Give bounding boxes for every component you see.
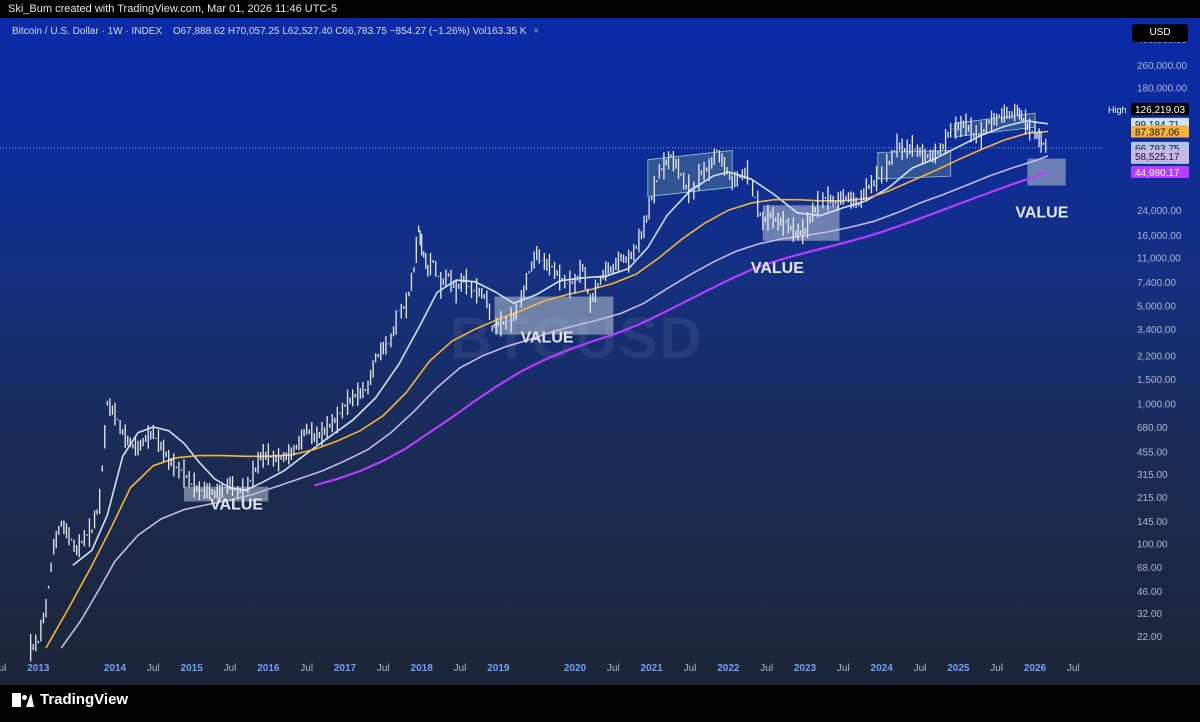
value-zone-label: VALUE bbox=[751, 260, 804, 277]
x-axis-tick-label: Jul bbox=[990, 663, 1003, 674]
y-axis-tick-label: 22.00 bbox=[1137, 632, 1162, 643]
x-axis-tick-label: 2022 bbox=[717, 663, 740, 674]
symbol-label[interactable]: Bitcoin / U.S. Dollar · 1W · INDEX bbox=[12, 26, 163, 37]
price-label-tag: High bbox=[1108, 105, 1127, 115]
x-axis-tick-label: 2018 bbox=[411, 663, 434, 674]
price-label-value: 87,387.06 bbox=[1135, 128, 1180, 139]
byline: Ski_Bum created with TradingView.com, Ma… bbox=[8, 3, 338, 15]
moving-average-line bbox=[72, 120, 1049, 567]
x-axis-tick-label: 2026 bbox=[1024, 663, 1047, 674]
tradingview-logo-icon bbox=[12, 692, 34, 707]
y-axis-tick-label: 3,400.00 bbox=[1137, 325, 1176, 336]
x-axis-tick-label: Jul bbox=[837, 663, 850, 674]
x-axis-tick-label: 2023 bbox=[794, 663, 817, 674]
y-axis-tick-label: 68.00 bbox=[1137, 563, 1162, 574]
x-axis-tick-label: Jul bbox=[1067, 663, 1080, 674]
open-value: O67,888.62 bbox=[172, 26, 226, 37]
price-label-value: 66,783.75 bbox=[1135, 144, 1180, 155]
moving-average-line bbox=[60, 155, 1049, 649]
high-value: H70,057.25 bbox=[227, 26, 280, 37]
moving-average-line bbox=[45, 130, 1049, 649]
close-icon[interactable]: × bbox=[533, 26, 540, 37]
y-axis-tick-label: 145.00 bbox=[1137, 517, 1168, 528]
y-axis-tick-label: 455.00 bbox=[1137, 447, 1168, 458]
x-axis-tick-label: 2021 bbox=[641, 663, 664, 674]
y-axis-tick-label: 1,000.00 bbox=[1137, 400, 1176, 411]
x-axis-tick-label: Jul bbox=[607, 663, 620, 674]
chart-area[interactable]: BTCUSD VALUEVALUEVALUEVALUE400,000.00260… bbox=[0, 18, 1200, 685]
x-axis-tick-label: Jul bbox=[684, 663, 697, 674]
y-axis-tick-label: 100.00 bbox=[1137, 540, 1168, 551]
y-axis-tick-label: 32.00 bbox=[1137, 609, 1162, 620]
x-axis-tick-label: Jul bbox=[760, 663, 773, 674]
y-axis-tick-label: 24,000.00 bbox=[1137, 206, 1182, 217]
price-label-value: 44,980.17 bbox=[1135, 168, 1180, 179]
tradingview-logo[interactable]: TradingView bbox=[12, 691, 128, 708]
value-zone-label: VALUE bbox=[210, 496, 263, 513]
value-zone-label: VALUE bbox=[1015, 204, 1068, 221]
byline-bar: Ski_Bum created with TradingView.com, Ma… bbox=[0, 0, 1200, 18]
x-axis-tick-label: 2019 bbox=[487, 663, 510, 674]
price-label-box bbox=[1131, 149, 1189, 162]
y-axis-tick-label: 1,500.00 bbox=[1137, 375, 1176, 386]
y-axis-tick-label: 7,400.00 bbox=[1137, 278, 1176, 289]
x-axis-tick-label: 2013 bbox=[27, 663, 50, 674]
change-value: −854.27 (−1.26%) bbox=[389, 26, 470, 37]
y-axis-tick-label: 215.00 bbox=[1137, 493, 1168, 504]
y-axis-tick-label: 2,200.00 bbox=[1137, 352, 1176, 363]
x-axis-tick-label: 2014 bbox=[104, 663, 127, 674]
brand-name: TradingView bbox=[40, 691, 129, 708]
y-axis-tick-label: 16,000.00 bbox=[1137, 231, 1182, 242]
x-axis-tick-label: 2015 bbox=[181, 663, 204, 674]
moving-average-line bbox=[313, 170, 1049, 487]
price-label-value: 58,525.17 bbox=[1135, 152, 1180, 163]
x-axis-tick-label: 2016 bbox=[257, 663, 280, 674]
y-axis-tick-label: 260,000.00 bbox=[1137, 61, 1187, 72]
x-axis-tick-label: 2025 bbox=[947, 663, 970, 674]
y-axis-tick-label: 5,000.00 bbox=[1137, 302, 1176, 313]
low-value: L62,527.40 bbox=[282, 26, 333, 37]
chart-legend: Bitcoin / U.S. Dollar · 1W · INDEX O67,8… bbox=[12, 26, 539, 37]
x-axis-tick-label: Jul bbox=[300, 663, 313, 674]
x-axis-tick-label: 2020 bbox=[564, 663, 587, 674]
value-zone-box bbox=[762, 205, 840, 241]
value-zone-label: VALUE bbox=[521, 330, 574, 347]
y-axis-tick-label: 11,000.00 bbox=[1137, 254, 1181, 265]
x-axis-tick-label: 2017 bbox=[334, 663, 357, 674]
price-label-value: 126,219.03 bbox=[1135, 105, 1185, 116]
x-axis-tick-label: Jul bbox=[914, 663, 927, 674]
y-axis-tick-label: 46.00 bbox=[1137, 587, 1162, 598]
volume-value: Vol163.35 K bbox=[472, 26, 527, 37]
y-axis-tick-label: 315.00 bbox=[1137, 470, 1168, 481]
x-axis-tick-label: Jul bbox=[454, 663, 467, 674]
currency-button[interactable]: USD bbox=[1132, 24, 1188, 42]
price-label-box bbox=[1131, 165, 1189, 178]
price-label-value: 99,184.71 bbox=[1135, 120, 1180, 131]
x-axis-tick-label: Jul bbox=[377, 663, 390, 674]
x-axis-tick-label: 2024 bbox=[871, 663, 894, 674]
x-axis-tick-label: Jul bbox=[147, 663, 160, 674]
price-label-box bbox=[1131, 125, 1189, 138]
y-axis-tick-label: 180,000.00 bbox=[1137, 84, 1187, 95]
price-chart[interactable]: VALUEVALUEVALUEVALUE400,000.00260,000.00… bbox=[0, 18, 1200, 685]
x-axis-tick-label: Jul bbox=[224, 663, 237, 674]
y-axis-tick-label: 680.00 bbox=[1137, 423, 1168, 434]
footer: TradingView bbox=[0, 685, 1200, 722]
price-label-box bbox=[1131, 103, 1189, 116]
x-axis-tick-label: Jul bbox=[0, 663, 6, 674]
close-value: C66,783.75 bbox=[335, 26, 387, 37]
